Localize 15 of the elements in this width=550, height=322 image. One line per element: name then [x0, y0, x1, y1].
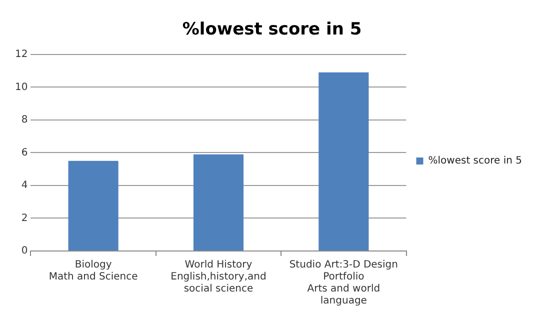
y-tick-label: 0	[21, 246, 28, 257]
bar	[68, 160, 118, 250]
bar	[318, 72, 369, 250]
legend-label: %lowest score in 5	[428, 156, 522, 167]
y-tick-label: 12	[14, 48, 28, 60]
bar	[193, 154, 244, 250]
chart-title: %lowest score in 5	[182, 20, 362, 40]
x-tick-label: Studio Art:3-D Design Portfolio Arts and world language	[289, 260, 398, 307]
x-tick-label: World History English,history,and social science	[170, 260, 266, 295]
x-tick-label: Biology Math and Science	[48, 260, 138, 283]
y-tick-label: 2	[21, 212, 28, 224]
y-tick-label: 8	[21, 114, 28, 126]
y-tick-label: 10	[14, 82, 28, 93]
y-tick-label: 6	[21, 147, 28, 158]
y-tick-label: 4	[21, 180, 28, 192]
